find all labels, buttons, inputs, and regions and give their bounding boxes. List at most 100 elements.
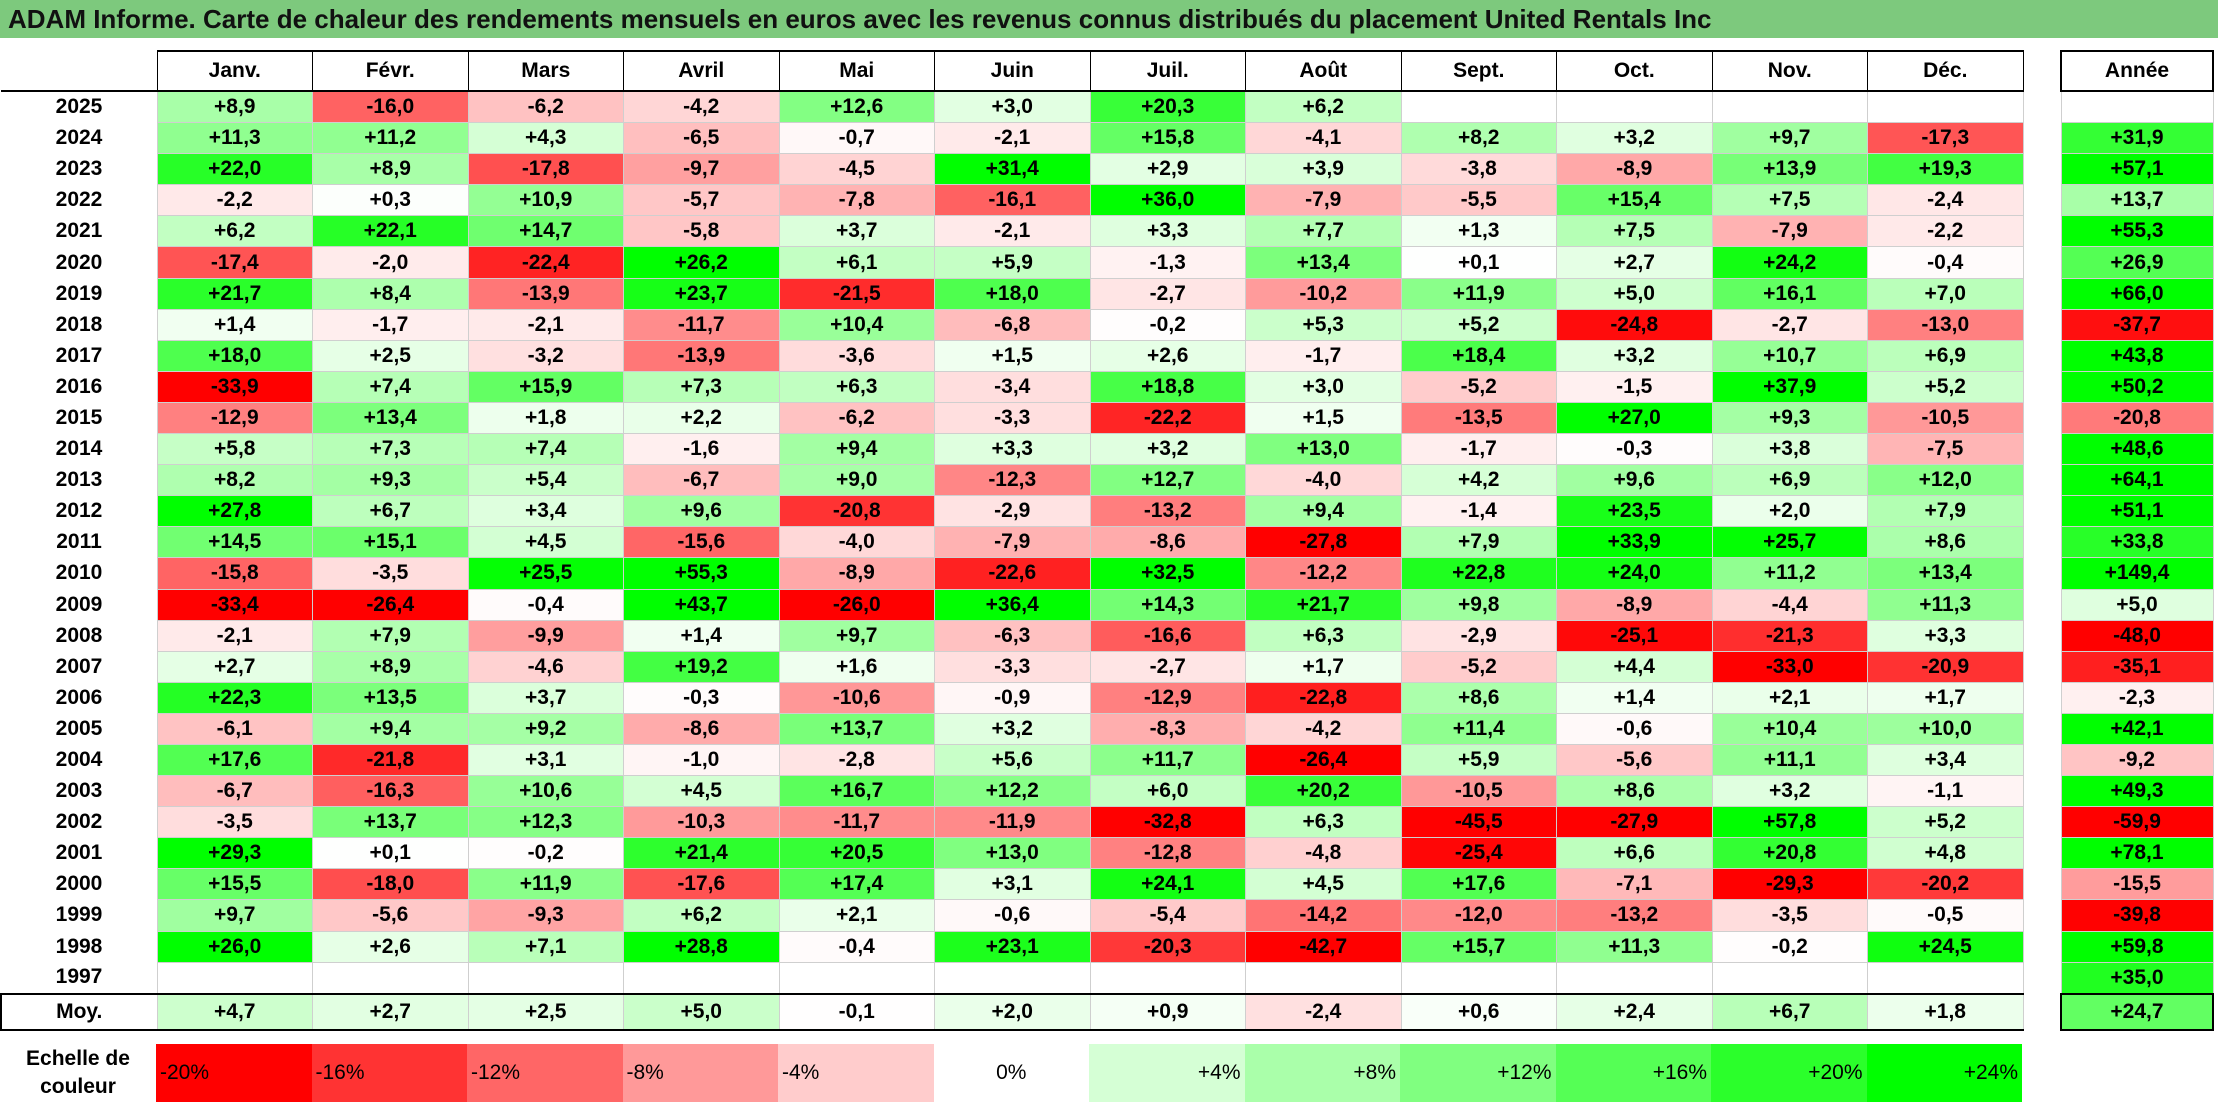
month-header-7: Juil. (1089, 50, 1246, 92)
annual-cell (2060, 90, 2214, 124)
year-row-1997: 1997 (0, 961, 2024, 995)
heatmap-cell: -5,2 (1400, 370, 1557, 403)
heatmap-cell: -0,6 (1556, 712, 1713, 745)
average-cell: +1,8 (1867, 992, 2024, 1031)
heatmap-cell: +1,3 (1400, 215, 1557, 248)
heatmap-cell: -3,4 (934, 370, 1091, 403)
heatmap-cell: +5,2 (1867, 370, 2024, 403)
heatmap-cell: -13,2 (1556, 899, 1713, 932)
heatmap-cell: +5,9 (934, 246, 1091, 279)
monthly-returns-heatmap: Janv. Févr. Mars Avril Mai Juin Juil. Août Sept.… (0, 50, 2024, 1031)
annual-row-2023: +57,1 (2060, 153, 2214, 186)
average-cell: -2,4 (1245, 992, 1402, 1031)
heatmap-cell: +7,9 (1400, 526, 1557, 559)
heatmap-cell: +27,8 (156, 495, 313, 528)
heatmap-cell: -5,6 (1556, 743, 1713, 777)
heatmap-cell: +5,0 (1556, 277, 1713, 310)
annual-row-2002: -59,9 (2060, 806, 2214, 839)
average-cell: +2,4 (1556, 992, 1713, 1031)
heatmap-cell: +1,7 (1867, 681, 2024, 714)
heatmap-cell: +11,3 (1556, 930, 1713, 963)
heatmap-cell: +2,6 (312, 930, 469, 963)
heatmap-cell: +13,4 (1867, 557, 2024, 590)
heatmap-cell: -0,5 (1867, 899, 2024, 932)
annual-row-2016: +50,2 (2060, 370, 2214, 403)
heatmap-cell: -7,9 (1711, 215, 1868, 248)
heatmap-cell (1711, 961, 1868, 995)
heatmap-cell: -4,0 (778, 526, 935, 559)
heatmap-cell: +36,4 (934, 588, 1091, 621)
average-cell: +5,0 (623, 992, 780, 1031)
heatmap-cell: +14,3 (1089, 588, 1246, 621)
heatmap-cell: +10,9 (467, 184, 624, 217)
year-row-1999: 1999 +9,7 -5,6 -9,3 +6,2 +2,1 -0,6 -5,4 -14,2 -12… (0, 899, 2024, 932)
heatmap-cell: +2,5 (312, 339, 469, 372)
heatmap-cell: -22,4 (467, 246, 624, 279)
heatmap-cell: -2,7 (1711, 308, 1868, 341)
heatmap-cell (1556, 961, 1713, 995)
heatmap-cell: +4,3 (467, 122, 624, 155)
year-row-2013: 2013 +8,2 +9,3 +5,4 -6,7 +9,0 -12,3 +12,7 -4,0 +4… (0, 464, 2024, 497)
month-header-row: Janv. Févr. Mars Avril Mai Juin Juil. Août Sept.… (1, 50, 2024, 92)
heatmap-cell (1245, 961, 1402, 995)
heatmap-cell: -12,8 (1089, 837, 1246, 870)
heatmap-cell: -10,5 (1867, 401, 2024, 435)
heatmap-cell: -6,5 (623, 122, 780, 155)
heatmap-cell: +3,2 (1556, 122, 1713, 155)
heatmap-cell: -42,7 (1245, 930, 1402, 963)
year-label: 2023 (0, 153, 157, 185)
year-label: 2011 (0, 526, 157, 558)
heatmap-cell: -13,2 (1089, 495, 1246, 528)
heatmap-cell: -4,6 (467, 650, 624, 683)
heatmap-cell: +17,4 (778, 868, 935, 901)
scale-swatch: -16% (311, 1044, 467, 1102)
heatmap-cell: -32,8 (1089, 806, 1246, 839)
heatmap-cell: +2,1 (1711, 681, 1868, 714)
heatmap-cell: -14,2 (1245, 899, 1402, 932)
heatmap-cell: +6,3 (1245, 806, 1402, 839)
annual-cell: +78,1 (2060, 837, 2214, 870)
average-label: Moy. (0, 992, 157, 1031)
heatmap-cell: -5,7 (623, 184, 780, 217)
annual-row-2018: -37,7 (2060, 308, 2214, 341)
year-row-2025: 2025 +8,9 -16,0 -6,2 -4,2 +12,6 +3,0 +20,3 +6,2 (0, 90, 2024, 124)
year-row-2007: 2007 +2,7 +8,9 -4,6 +19,2 +1,6 -3,3 -2,7 +1,7 -5,… (0, 650, 2024, 683)
heatmap-cell: +2,1 (778, 899, 935, 932)
heatmap-cell: +10,4 (1711, 712, 1868, 745)
heatmap-cell: -5,2 (1400, 650, 1557, 683)
year-row-2019: 2019 +21,7 +8,4 -13,9 +23,7 -21,5 +18,0 -2,7 -10… (0, 277, 2024, 310)
annual-row-2004: -9,2 (2060, 743, 2214, 777)
annual-row-2010: +149,4 (2060, 557, 2214, 590)
heatmap-cell: -1,0 (623, 743, 780, 777)
heatmap-cell: -15,6 (623, 526, 780, 559)
heatmap-cell: +36,0 (1089, 184, 1246, 217)
heatmap-cell: +11,9 (1400, 277, 1557, 310)
heatmap-cell: +3,9 (1245, 153, 1402, 186)
heatmap-cell: +19,2 (623, 650, 780, 683)
heatmap-cell: +3,1 (934, 868, 1091, 901)
heatmap-cell: +0,1 (312, 837, 469, 870)
heatmap-cell: +11,3 (1867, 588, 2024, 621)
heatmap-cell (312, 961, 469, 995)
annual-row-1999: -39,8 (2060, 899, 2214, 932)
heatmap-cell: +6,3 (1245, 619, 1402, 652)
heatmap-cell: +1,4 (1556, 681, 1713, 714)
heatmap-cell: -45,5 (1400, 806, 1557, 839)
heatmap-cell: +5,3 (1245, 308, 1402, 341)
annual-cell: -37,7 (2060, 308, 2214, 341)
heatmap-cell: +6,7 (312, 495, 469, 528)
annual-cell: +51,1 (2060, 495, 2214, 528)
heatmap-cell: -21,8 (312, 743, 469, 777)
heatmap-cell: -1,5 (1556, 370, 1713, 403)
heatmap-cell: -33,9 (156, 370, 313, 403)
heatmap-cell: +18,4 (1400, 339, 1557, 372)
month-header-3: Mars (467, 50, 624, 92)
heatmap-cell: +3,0 (1245, 370, 1402, 403)
year-label: 1997 (0, 962, 157, 994)
heatmap-cell: -12,0 (1400, 899, 1557, 932)
heatmap-cell: +8,6 (1400, 681, 1557, 714)
year-row-2016: 2016 -33,9 +7,4 +15,9 +7,3 +6,3 -3,4 +18,8 +3,0-… (0, 370, 2024, 403)
heatmap-cell: +3,2 (1556, 339, 1713, 372)
heatmap-cell: +9,7 (1711, 122, 1868, 155)
month-header-2: Févr. (312, 50, 469, 92)
